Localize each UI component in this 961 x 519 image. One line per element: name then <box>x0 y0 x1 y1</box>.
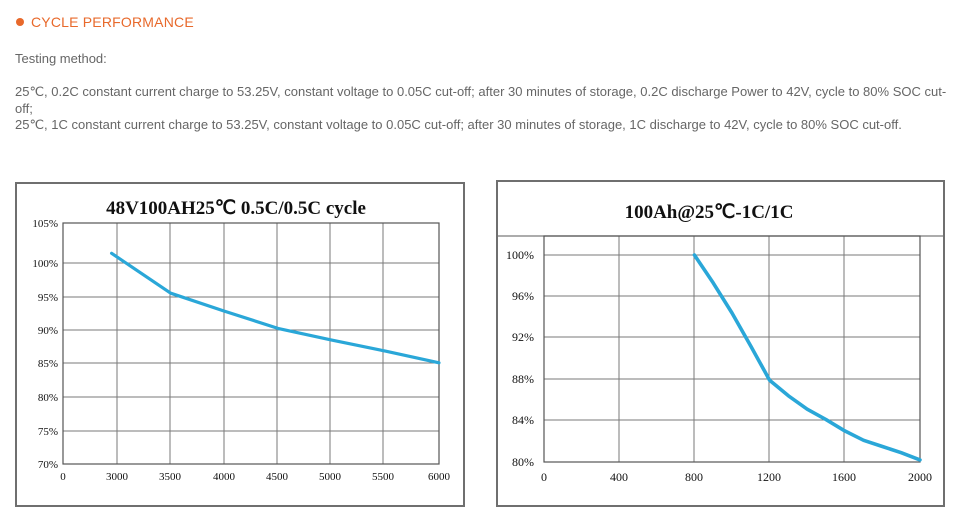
chart-1-y-axis: 70% 75% 80% 85% 90% 95% 100% 105% <box>32 218 58 471</box>
cycle-chart-2-svg: 100Ah@25℃-1C/1C 80% 84% 88% 92% 96% 100%… <box>498 202 943 484</box>
chart-2-y-axis: 80% 84% 88% 92% 96% 100% <box>506 248 534 469</box>
chart-2-x-axis: 0 400 800 1200 1600 2000 <box>541 470 932 484</box>
chart-1-y-tick: 90% <box>38 325 58 337</box>
chart-2-grid <box>543 235 921 463</box>
chart-1-x-tick: 0 <box>60 471 66 483</box>
chart-2-x-tick: 1600 <box>832 470 856 484</box>
chart-1-plot-border <box>62 222 440 465</box>
chart-1-x-tick: 4000 <box>213 471 236 483</box>
chart-1-y-tick: 70% <box>38 459 58 471</box>
chart-2-y-tick: 100% <box>506 248 534 262</box>
chart-2-x-tick: 1200 <box>757 470 781 484</box>
testing-method-description-1: 25℃, 0.2C constant current charge to 53.… <box>15 84 947 116</box>
chart-2-y-tick: 84% <box>512 413 534 427</box>
chart-1-x-tick: 5500 <box>372 471 395 483</box>
chart-1-x-tick: 5000 <box>319 471 342 483</box>
chart-1-y-tick: 100% <box>32 258 58 270</box>
chart-1-y-tick: 85% <box>38 358 58 370</box>
chart-2-y-tick: 88% <box>512 372 534 386</box>
testing-method-description-2: 25℃, 1C constant current charge to 53.25… <box>15 117 902 132</box>
cycle-chart-1-svg: 48V100AH25℃ 0.5C/0.5C cycle 70% 75% 80% … <box>32 198 450 483</box>
cycle-chart-2: 100Ah@25℃-1C/1C 80% 84% 88% 92% 96% 100%… <box>496 180 945 507</box>
section-header: CYCLE PERFORMANCE <box>16 14 194 30</box>
cycle-chart-1: 48V100AH25℃ 0.5C/0.5C cycle 70% 75% 80% … <box>15 182 465 507</box>
chart-1-x-tick: 6000 <box>428 471 451 483</box>
chart-2-plot-border <box>543 235 921 463</box>
chart-1-y-tick: 105% <box>32 218 58 230</box>
bullet-dot-icon <box>16 18 24 26</box>
chart-2-x-tick: 0 <box>541 470 547 484</box>
chart-2-x-tick: 400 <box>610 470 628 484</box>
chart-1-grid <box>62 222 440 465</box>
chart-1-y-tick: 80% <box>38 392 58 404</box>
chart-2-title: 100Ah@25℃-1C/1C <box>625 202 794 223</box>
chart-2-y-tick: 96% <box>512 289 534 303</box>
chart-2-x-tick: 2000 <box>908 470 932 484</box>
chart-1-x-tick: 4500 <box>266 471 289 483</box>
chart-1-title: 48V100AH25℃ 0.5C/0.5C cycle <box>106 198 366 219</box>
chart-1-x-tick: 3000 <box>106 471 129 483</box>
testing-method-label: Testing method: <box>15 51 107 66</box>
chart-2-series-line <box>692 253 922 462</box>
chart-1-y-tick: 75% <box>38 426 58 438</box>
chart-1-series-line <box>109 251 441 365</box>
chart-1-x-tick: 3500 <box>159 471 182 483</box>
chart-2-y-tick: 80% <box>512 455 534 469</box>
chart-2-x-tick: 800 <box>685 470 703 484</box>
chart-2-y-tick: 92% <box>512 330 534 344</box>
chart-1-y-tick: 95% <box>38 292 58 304</box>
section-title: CYCLE PERFORMANCE <box>31 14 194 30</box>
chart-1-x-axis: 0 3000 3500 4000 4500 5000 5500 6000 <box>60 471 450 483</box>
